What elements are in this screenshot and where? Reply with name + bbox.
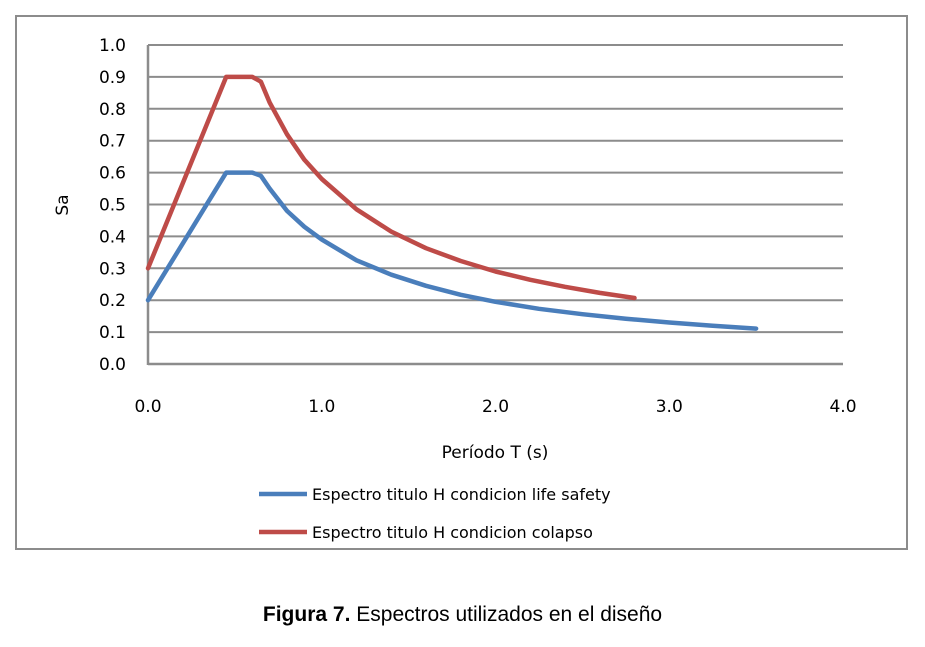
caption-text: Espectros utilizados en el diseño [350,603,663,626]
y-tick-label: 0.8 [99,100,126,120]
series-line-life-safety [145,170,759,331]
x-tick-labels: 0.0 1.0 2.0 3.0 4.0 [134,397,856,417]
chart-frame [15,15,908,550]
y-tick-labels: 0.0 0.1 0.2 0.3 0.4 0.5 0.6 0.7 0.8 0.9 1.0 [99,36,126,375]
x-tick-label: 3.0 [656,397,683,417]
x-tick-label: 0.0 [134,397,161,417]
spectra-chart: 0.0 0.1 0.2 0.3 0.4 0.5 0.6 0.7 0.8 0.9 1.0 0.0 1.0… [53,36,857,542]
legend-label: Espectro titulo H condicion colapso [312,523,593,542]
figure-caption: Figura 7. Espectros utilizados en el dis… [0,603,925,627]
legend-label: Espectro titulo H condicion life safety [312,485,611,504]
y-tick-label: 0.6 [99,164,126,184]
y-tick-label: 0.3 [99,259,126,279]
x-tick-label: 2.0 [482,397,509,417]
y-tick-label: 0.9 [99,68,126,88]
y-axis-label: Sa [53,194,73,215]
series-lines [145,74,759,331]
y-tick-label: 0.4 [99,227,126,247]
y-tick-label: 0.1 [99,323,126,343]
y-tick-label: 0.0 [99,355,126,375]
y-tick-label: 0.5 [99,196,126,216]
caption-label: Figura 7. [262,603,351,626]
y-tick-label: 0.2 [99,291,126,311]
series-line-colapso [145,74,637,301]
x-axis-label: Período T (s) [442,443,549,463]
x-tick-label: 4.0 [829,397,856,417]
y-tick-label: 1.0 [99,36,126,56]
y-tick-label: 0.7 [99,132,126,152]
legend: Espectro titulo H condicion life safety E… [259,485,611,542]
gridlines [146,44,843,366]
x-tick-label: 1.0 [308,397,335,417]
